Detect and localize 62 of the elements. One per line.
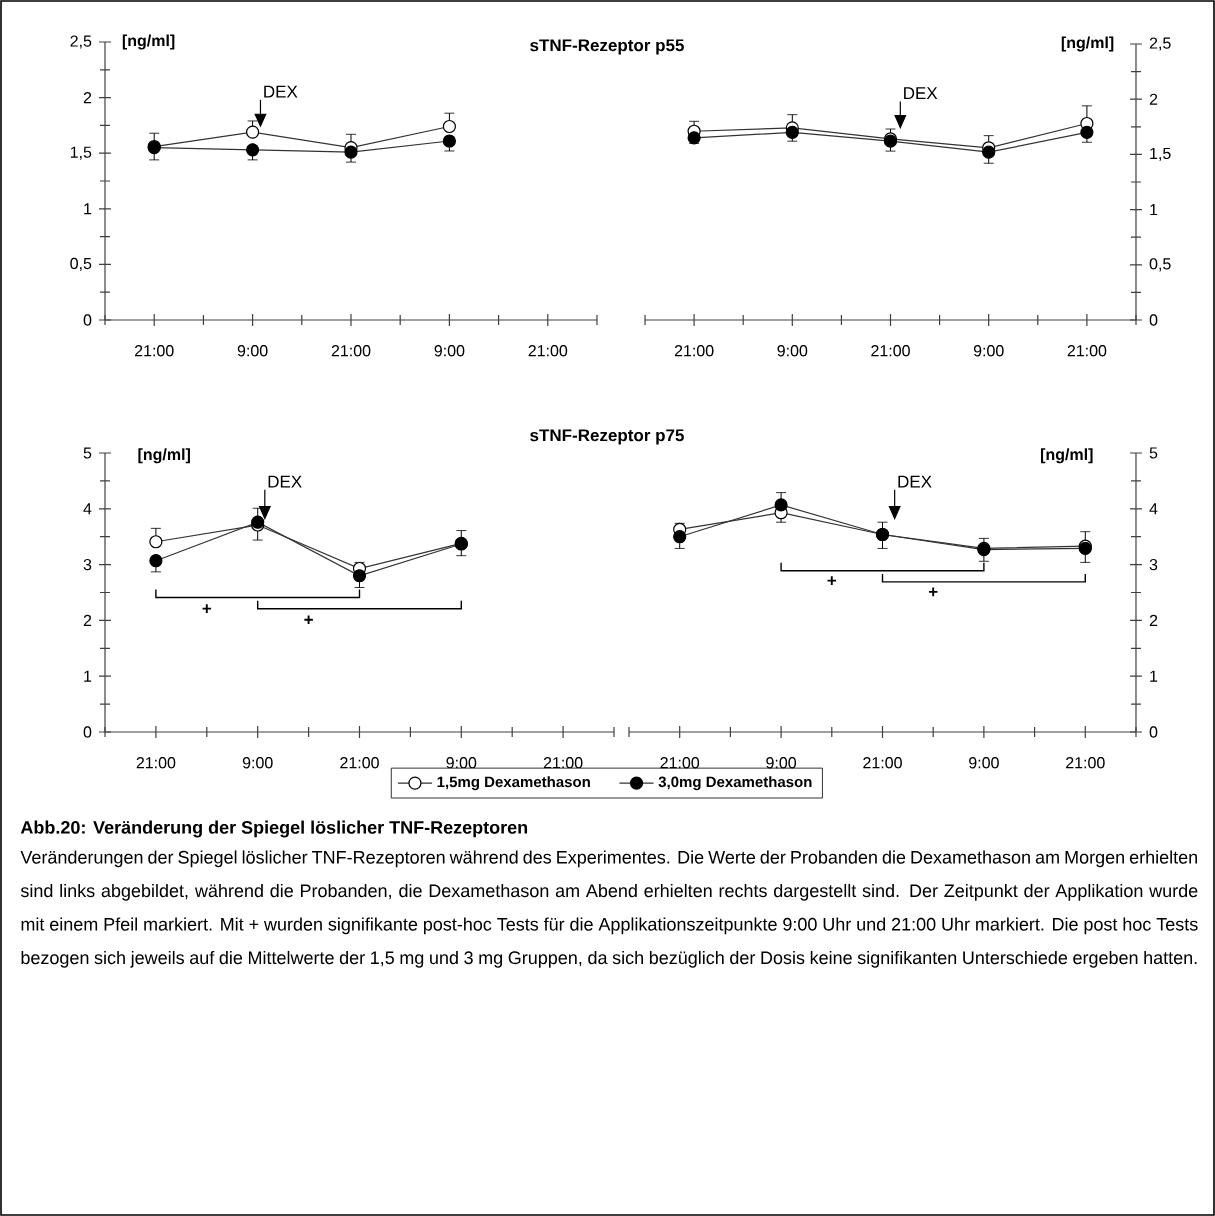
chart-title: sTNF-Rezeptor p75	[530, 429, 684, 445]
annotation: DEX	[898, 475, 932, 488]
y-axis-title: [ng/ml]	[122, 34, 175, 50]
y-tick-label: 1	[1150, 204, 1158, 216]
y-tick-label: 0	[1149, 314, 1158, 326]
x-tick-label: 21:00	[136, 757, 176, 769]
annotation: DEX	[264, 85, 298, 98]
y-tick-label: 4	[1149, 503, 1158, 515]
x-tick-label: 21:00	[135, 345, 174, 357]
annotation: +	[304, 615, 313, 625]
annotation: +	[827, 576, 837, 585]
y-tick-label: 2	[83, 92, 92, 104]
x-tick-label: 9:00	[969, 757, 999, 769]
x-tick-label: 21:00	[543, 757, 583, 769]
x-tick-label: 21:00	[528, 345, 568, 357]
y-tick-label: 1	[84, 203, 92, 215]
y-tick-label: 3	[1149, 558, 1158, 571]
x-tick-label: 9:00	[766, 757, 797, 769]
chart-title: sTNF-Rezeptor p55	[530, 39, 684, 55]
annotation: DEX	[268, 475, 302, 488]
y-tick-label: 1	[1150, 670, 1158, 682]
y-tick-label: 2,5	[70, 35, 92, 49]
x-tick-label: 21:00	[331, 345, 371, 357]
x-tick-label: 21:00	[871, 345, 910, 357]
x-tick-label: 9:00	[242, 757, 273, 769]
y-tick-label: 1	[84, 670, 92, 682]
text: Veränderungen der Spiegel löslicher TNF-Rezeptoren während des Experimentes. Die Werte der Probanden die Dexamethason am Morgen erhielten sind links abgebildet, während die Probanden, die Dexamethason am Abend erhielten rechts dargestellt sind. Der Zeitpunkt der Applikation wurde mit einem Pfeil markiert. Mit + wurden signifikante post-hoc Tests für die Applikationszeitpunkte 9:00 Uhr und 21:00 Uhr markiert. Die post hoc Tests bezogen sich jeweils auf die Mittelwerte der 1,5 mg und 3 mg Gruppen, da sich bezüglich der Dosis keine signifikanten Unterschiede ergeben hatten.	[20, 850, 1198, 968]
y-tick-label: 2	[83, 614, 92, 626]
y-tick-label: 0	[1149, 726, 1158, 738]
y-tick-label: 4	[83, 503, 92, 515]
y-tick-label: 1,5	[70, 146, 92, 160]
x-tick-label: 21:00	[1067, 345, 1107, 357]
y-tick-label: 1,5	[1150, 147, 1171, 161]
y-tick-label: 2	[1149, 93, 1158, 105]
annotation: +	[928, 587, 938, 597]
annotation: +	[202, 604, 212, 613]
y-tick-label: 2	[1149, 614, 1158, 626]
x-tick-label: 21:00	[863, 757, 902, 769]
x-tick-label: 9:00	[434, 345, 465, 357]
y-tick-label: 2,5	[1149, 37, 1171, 51]
legend-label: 3,0mg Dexamethason	[658, 776, 812, 791]
x-tick-label: 21:00	[660, 757, 700, 769]
y-tick-label: 0,5	[70, 257, 92, 272]
y-tick-label: 5	[1149, 447, 1158, 459]
y-tick-label: 0,5	[1149, 258, 1171, 272]
y-tick-label: 5	[83, 447, 92, 459]
text: Abb.20: Veränderung der Spiegel löslicher TNF-Rezeptoren	[20, 820, 528, 838]
y-tick-label: 0	[83, 314, 92, 326]
x-tick-label: 9:00	[973, 345, 1004, 357]
y-axis-title: [ng/ml]	[1061, 36, 1114, 52]
x-tick-label: 21:00	[674, 345, 714, 357]
y-axis-title: [ng/ml]	[1041, 448, 1093, 464]
legend-label: 1,5mg Dexamethason	[437, 776, 590, 791]
x-tick-label: 9:00	[777, 345, 808, 357]
y-axis-title: [ng/ml]	[138, 448, 190, 464]
y-tick-label: 0	[83, 726, 92, 738]
annotation: DEX	[904, 87, 938, 100]
x-tick-label: 9:00	[446, 757, 477, 769]
x-tick-label: 9:00	[237, 345, 268, 357]
y-tick-label: 3	[83, 558, 92, 571]
x-tick-label: 21:00	[340, 757, 379, 769]
x-tick-label: 21:00	[1066, 757, 1105, 769]
